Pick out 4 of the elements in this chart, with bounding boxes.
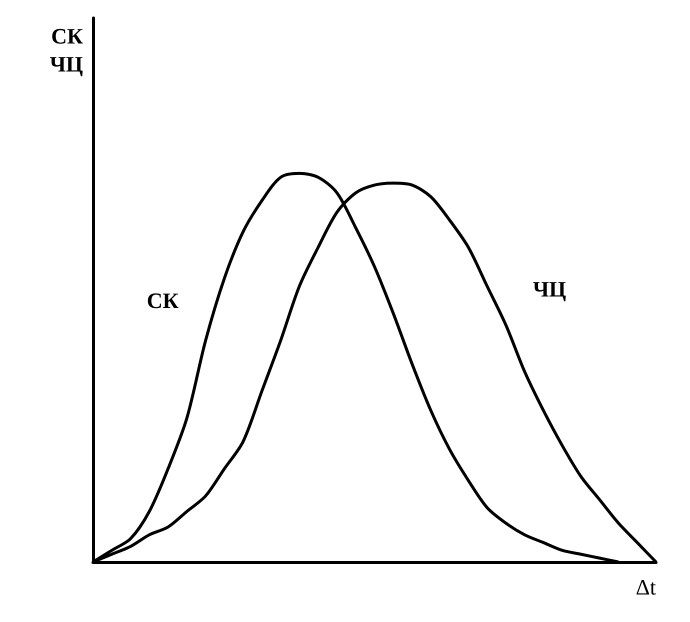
series-label: СК <box>146 288 179 314</box>
series-label: ЧЦ <box>532 276 566 302</box>
x-axis-title: Δt <box>636 574 656 600</box>
y-axis-title: СК ЧЦ <box>50 24 84 76</box>
